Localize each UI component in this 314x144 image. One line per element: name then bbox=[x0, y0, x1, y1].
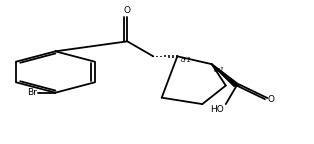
Text: or1: or1 bbox=[214, 67, 225, 73]
Text: O: O bbox=[267, 95, 274, 104]
Text: Br: Br bbox=[27, 88, 37, 97]
Polygon shape bbox=[211, 64, 240, 86]
Text: O: O bbox=[124, 6, 131, 15]
Text: or1: or1 bbox=[181, 57, 192, 63]
Text: HO: HO bbox=[210, 105, 224, 114]
